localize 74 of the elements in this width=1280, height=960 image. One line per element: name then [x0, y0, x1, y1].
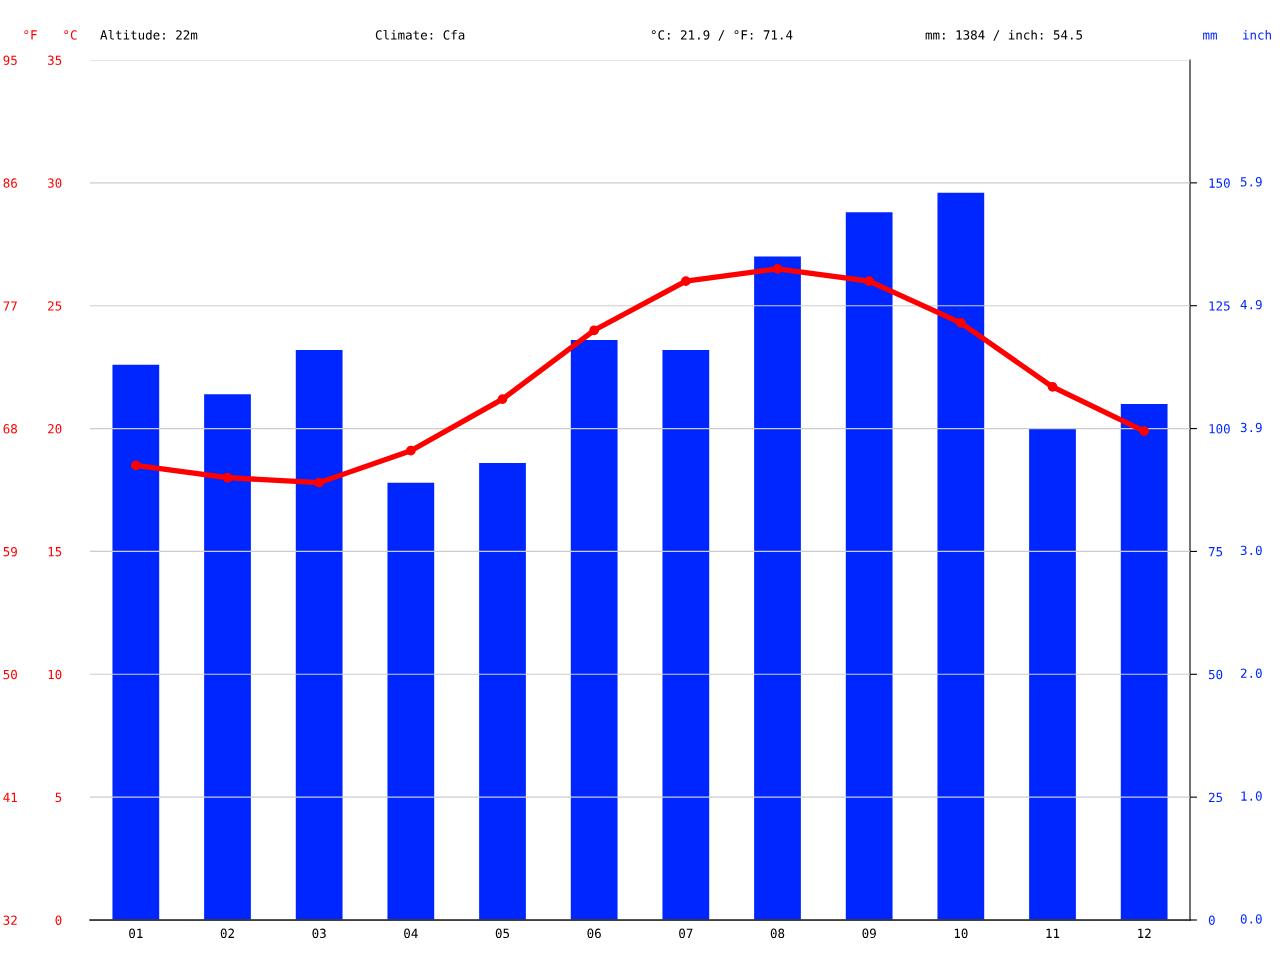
text: Climate: Cfa	[375, 29, 465, 40]
y-tick-label: 25	[48, 301, 62, 311]
x-tick-label: 07	[679, 928, 693, 939]
y2-tick-label: 0	[1208, 915, 1215, 925]
point	[405, 445, 416, 456]
point	[955, 318, 966, 328]
text: mm: 1384 / inch: 54.5	[925, 29, 1083, 41]
y2-tick-label: 75	[1208, 547, 1223, 557]
point	[864, 276, 875, 287]
x-tick-label: 11	[1046, 928, 1060, 938]
y3-tick-label: 68	[3, 424, 17, 434]
y2-tick-label: 100	[1209, 424, 1230, 434]
x-tick-label: 12	[1138, 928, 1151, 938]
x-tick-label: 08	[770, 928, 785, 939]
point	[497, 394, 508, 404]
bar	[662, 349, 710, 920]
x-tick-label: 01	[129, 928, 143, 939]
y2-tick-label: 25	[1208, 792, 1223, 803]
text: 1.0	[1241, 791, 1262, 801]
bar	[479, 462, 526, 920]
text: Altitude: 22m	[100, 29, 198, 40]
point	[680, 276, 691, 287]
y2-axis-title: mm	[1203, 32, 1217, 40]
bar	[570, 340, 618, 920]
point	[1139, 426, 1150, 436]
x-tick-label: 10	[954, 928, 968, 939]
bar	[112, 364, 160, 920]
bar	[1029, 428, 1076, 920]
y3-tick-label: 59	[3, 546, 17, 557]
y3-tick-label: 41	[3, 792, 17, 802]
x-tick-label: 05	[495, 928, 510, 939]
point	[589, 325, 600, 336]
x-tick-label: 09	[862, 928, 876, 939]
y3-tick-label: 95	[3, 55, 17, 65]
text: inch	[1243, 29, 1271, 40]
y3-tick-label: 86	[3, 178, 17, 188]
x-tick-label: 04	[404, 928, 418, 939]
y3-axis-title: °F	[24, 30, 37, 40]
y2-tick-label: 50	[1208, 669, 1223, 680]
y-axis-title: °C	[64, 30, 77, 40]
x-tick-label: 06	[587, 928, 601, 939]
point	[314, 477, 325, 488]
bar	[387, 482, 435, 920]
y2-tick-label: 125	[1209, 301, 1230, 311]
x-tick-label: 02	[220, 928, 234, 939]
y2-tick-label: 150	[1209, 178, 1230, 188]
y-tick-label: 20	[48, 424, 62, 434]
y3-tick-label: 32	[3, 915, 17, 925]
text: 3.0	[1240, 545, 1262, 556]
text: 2.0	[1240, 668, 1262, 678]
point	[222, 472, 233, 483]
y-tick-label: 15	[48, 547, 62, 557]
x-tick-label: 03	[312, 928, 326, 939]
text: 4.9	[1240, 299, 1262, 310]
y3-tick-label: 50	[3, 669, 17, 680]
y-tick-label: 10	[48, 669, 62, 680]
text: 3.9	[1240, 422, 1262, 433]
y-tick-label: 30	[48, 178, 62, 188]
bar	[295, 349, 343, 920]
y3-tick-label: 77	[3, 301, 17, 311]
bar	[937, 192, 985, 920]
point	[772, 263, 783, 274]
point	[1047, 381, 1058, 392]
y-tick-label: 0	[55, 915, 62, 925]
text: 5.9	[1240, 177, 1262, 187]
bar	[204, 394, 251, 920]
bar	[845, 212, 893, 920]
bar	[754, 256, 801, 920]
y-tick-label: 35	[48, 55, 62, 65]
text: °C: 21.9 / °F: 71.4	[651, 30, 793, 41]
point	[130, 460, 141, 471]
text: 0.0	[1240, 914, 1262, 924]
y-tick-label: 5	[55, 792, 62, 803]
bar	[1120, 404, 1168, 920]
